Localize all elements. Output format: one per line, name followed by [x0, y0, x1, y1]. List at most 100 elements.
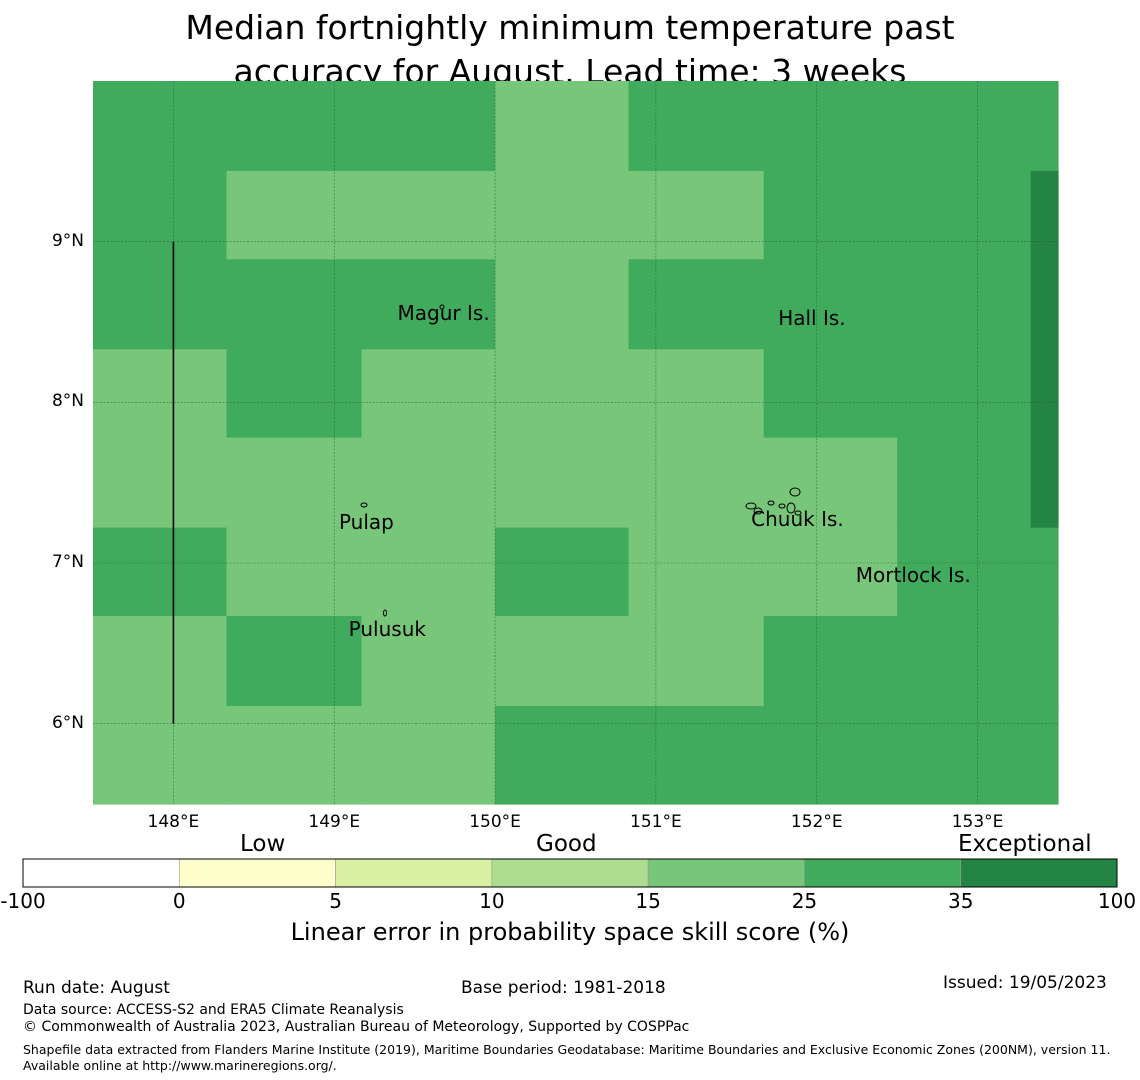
island-outline [786, 502, 796, 514]
longitude-label: 151°E [630, 812, 682, 832]
grid-cell [897, 170, 1032, 260]
category-good: Good [536, 831, 597, 857]
base-period: Base period: 1981-2018 [461, 978, 666, 998]
colorbar-label: Linear error in probability space skill … [290, 918, 850, 946]
grid-cell [226, 349, 363, 439]
grid-cell [763, 527, 898, 617]
grid-cell [763, 705, 898, 805]
longitude-label: 153°E [951, 812, 1004, 832]
grid-cell [897, 349, 1032, 439]
place-label: Hall Is. [778, 305, 846, 330]
copyright: © Commonwealth of Australia 2023, Austra… [23, 1019, 690, 1035]
island-outline [745, 502, 757, 510]
colorbar-tick-label: 15 [635, 889, 661, 913]
grid-cell [763, 170, 898, 260]
grid-cell [763, 81, 898, 172]
grid-cell [93, 705, 228, 805]
grid-cell [897, 705, 1032, 805]
grid-cell [1030, 616, 1059, 707]
grid-cell [628, 437, 765, 529]
grid-cell [628, 705, 765, 805]
place-label: Pulap [338, 509, 394, 534]
latitude-label: 8°N [51, 391, 84, 412]
grid-cell [897, 81, 1032, 172]
grid-cell [897, 259, 1032, 350]
grid-cell [628, 349, 765, 439]
grid-cell [897, 437, 1032, 529]
longitude-label: 150°E [469, 812, 521, 832]
grid-cell [1030, 437, 1059, 529]
shapefile-credit: Shapefile data extracted from Flanders M… [23, 1042, 1111, 1073]
skill-grid [93, 81, 1059, 805]
grid-cell [1030, 81, 1059, 172]
grid-cell [226, 527, 363, 617]
data-source: Data source: ACCESS-S2 and ERA5 Climate … [23, 1002, 404, 1018]
island-outline [360, 502, 368, 508]
grid-cell [495, 170, 630, 260]
grid-cell [763, 616, 898, 707]
grid-cell [93, 527, 228, 617]
grid-cell [628, 259, 765, 350]
grid-cell [763, 259, 898, 350]
grid-cell [897, 616, 1032, 707]
grid-cell [628, 616, 765, 707]
grid-cell [93, 259, 228, 350]
island-outline [767, 500, 775, 506]
grid-cell [361, 349, 496, 439]
grid-cell [226, 437, 363, 529]
grid-cell [495, 259, 630, 350]
colorbar-tick-label: 5 [329, 889, 342, 913]
grid-cell [628, 170, 765, 260]
grid-cell [93, 349, 228, 439]
colorbar-segment [960, 858, 1118, 888]
grid-cell [495, 437, 630, 529]
place-label: Mortlock Is. [855, 562, 971, 587]
grid-cell [361, 259, 496, 350]
colorbar-tick-label: 100 [1097, 889, 1137, 913]
island-outline [753, 507, 763, 515]
grid-cell [897, 527, 1032, 617]
category-exceptional: Exceptional [958, 831, 1092, 857]
grid-cell [226, 259, 363, 350]
colorbar-segment [22, 858, 180, 888]
colorbar-segment [335, 858, 493, 888]
category-low: Low [240, 831, 286, 857]
island-outline [778, 503, 786, 509]
grid-cell [1030, 170, 1059, 260]
latitude-label: 6°N [51, 712, 84, 733]
colorbar-segment [647, 858, 805, 888]
grid-cell [495, 705, 630, 805]
grid-cell [226, 616, 363, 707]
grid-cell [361, 705, 496, 805]
grid-cell [361, 437, 496, 529]
longitude-label: 148°E [147, 812, 200, 832]
grid-cell [361, 616, 496, 707]
colorbar-tick-label: -100 [0, 889, 46, 913]
place-label: Magur Is. [397, 300, 490, 325]
island-outline [794, 510, 802, 516]
colorbar [22, 858, 1118, 888]
longitude-label: 152°E [790, 812, 843, 832]
grid-cell [1030, 259, 1059, 350]
chart-title: Median fortnightly minimum temperature p… [0, 6, 1140, 94]
grid-cell [1030, 349, 1059, 439]
latitude-label: 9°N [51, 230, 84, 251]
grid-cell [1030, 705, 1059, 805]
grid-cell [495, 81, 630, 172]
grid-cell [226, 705, 363, 805]
grid-cell [226, 81, 363, 172]
grid-cell [226, 170, 363, 260]
colorbar-tick-label: 10 [479, 889, 505, 913]
grid-cell [495, 616, 630, 707]
grid-cell [1030, 527, 1059, 617]
grid-cell [495, 349, 630, 439]
title-line-1: Median fortnightly minimum temperature p… [185, 8, 955, 47]
grid-cell [763, 437, 898, 529]
island-outlines [360, 304, 802, 617]
run-date: Run date: August [23, 978, 170, 998]
grid-cell [361, 81, 496, 172]
grid-cell [628, 81, 765, 172]
issued-date: Issued: 19/05/2023 [943, 973, 1107, 993]
place-label: Chuuk Is. [751, 506, 844, 531]
island-outline [383, 609, 387, 617]
